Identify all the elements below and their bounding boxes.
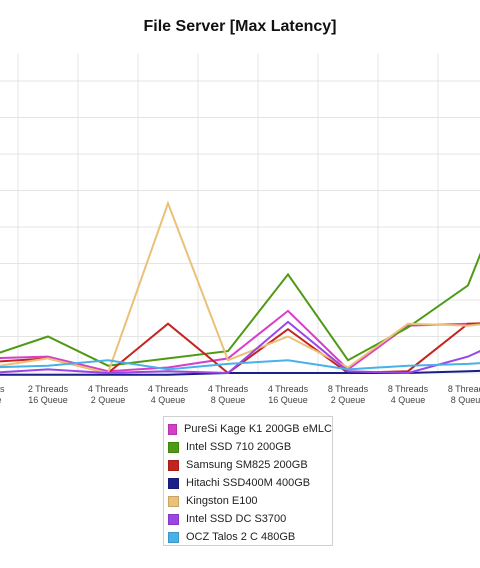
legend-item[interactable]: Intel SSD 710 200GB <box>168 438 332 456</box>
legend-label: Intel SSD DC S3700 <box>186 513 287 525</box>
legend-label: Samsung SM825 200GB <box>186 459 308 471</box>
series-line-4 <box>0 200 480 375</box>
legend-item[interactable]: PureSi Kage K1 200GB eMLC <box>168 420 332 438</box>
legend-label: OCZ Talos 2 C 480GB <box>186 531 296 543</box>
legend-item[interactable]: Kingston E100 <box>168 492 332 510</box>
series-line-3 <box>0 369 480 376</box>
legend-swatch <box>168 423 178 435</box>
legend-item[interactable]: Hitachi SSD400M 400GB <box>168 474 332 492</box>
legend-label: PureSi Kage K1 200GB eMLC <box>184 423 332 435</box>
series-line-5 <box>0 320 480 375</box>
legend-item[interactable]: Intel SSD DC S3700 <box>168 510 332 528</box>
legend-swatch <box>168 513 179 525</box>
chart-title: File Server [Max Latency] <box>143 18 337 35</box>
legend-label: Intel SSD 710 200GB <box>186 441 292 453</box>
series-line-6 <box>0 359 480 371</box>
legend-swatch <box>168 477 179 489</box>
legend: PureSi Kage K1 200GB eMLC Intel SSD 710 2… <box>163 416 333 546</box>
x-tick-label: 4 Threads 16 Queue <box>268 384 309 405</box>
x-tick-label: 2 Threads 16 Queue <box>28 384 69 405</box>
series-line-0 <box>0 309 480 373</box>
series-line-1 <box>0 252 480 367</box>
legend-swatch <box>168 441 179 453</box>
series-lines <box>0 200 480 376</box>
x-tick-label: 4 Threads 2 Queue <box>88 384 129 405</box>
x-tick-label: 8 Threads 4 Queue <box>388 384 429 405</box>
x-tick-label: 4 Threads 8 Queue <box>208 384 249 405</box>
legend-swatch <box>168 531 179 543</box>
x-tick-label: 8 Threads 2 Queue <box>328 384 369 405</box>
legend-swatch <box>168 459 179 471</box>
grid <box>0 54 480 374</box>
legend-label: Kingston E100 <box>186 495 258 507</box>
legend-label: Hitachi SSD400M 400GB <box>186 477 311 489</box>
x-tick-label: ThreadsQueue <box>0 384 5 405</box>
legend-swatch <box>168 495 179 507</box>
x-tick-label: 4 Threads 4 Queue <box>148 384 189 405</box>
legend-item[interactable]: Samsung SM825 200GB <box>168 456 332 474</box>
legend-item[interactable]: OCZ Talos 2 C 480GB <box>168 528 332 546</box>
